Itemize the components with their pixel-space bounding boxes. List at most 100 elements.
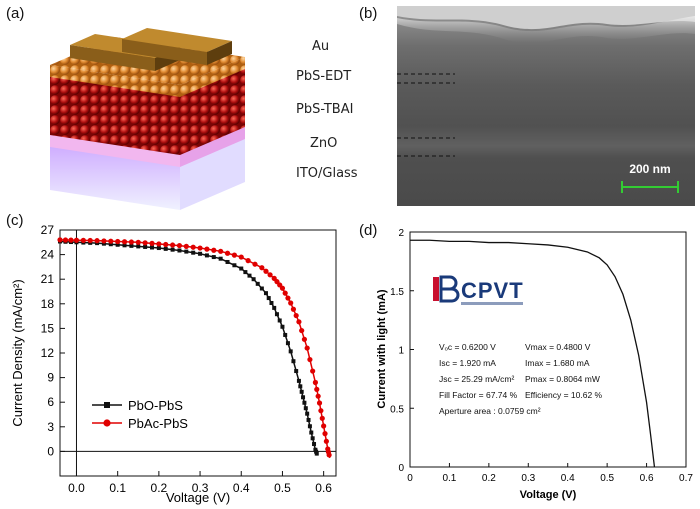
data-point [274, 312, 279, 317]
data-point [301, 395, 306, 400]
data-point [225, 259, 230, 264]
data-point [259, 265, 265, 271]
data-point [326, 452, 332, 458]
data-point [115, 238, 121, 245]
data-point [303, 406, 308, 411]
x-tick-label: 0.0 [68, 481, 85, 495]
data-point [238, 254, 244, 260]
data-point [263, 268, 269, 274]
x-tick-label: 0.5 [274, 481, 291, 495]
data-point [272, 305, 277, 310]
device-structure-illustration [50, 28, 245, 210]
data-point [62, 237, 69, 243]
data-point [280, 324, 285, 329]
data-point [282, 290, 288, 296]
data-point [298, 384, 303, 389]
data-point [266, 296, 271, 301]
y-tick-label: 1 [398, 346, 404, 357]
data-point [294, 369, 299, 374]
data-point [143, 244, 148, 249]
data-point [243, 270, 248, 275]
data-point [247, 273, 252, 278]
y-tick-label: 24 [41, 248, 55, 262]
param-fill-factor: Fill Factor = 67.74 % [439, 390, 518, 400]
data-point [310, 436, 315, 441]
data-point [314, 386, 320, 392]
x-tick-label: 0.6 [315, 481, 332, 495]
data-point [136, 244, 141, 249]
y-axis-label: Current with light (mA) [376, 289, 388, 408]
data-point [299, 327, 305, 334]
data-point [142, 240, 148, 246]
data-point [204, 253, 209, 258]
x-tick-label: 0.1 [109, 481, 126, 495]
data-point [101, 238, 107, 244]
layer-label-pbs-tbai: PbS-TBAI [296, 102, 354, 117]
layer-label-au: Au [312, 39, 330, 54]
data-point [267, 272, 273, 278]
data-point [156, 241, 162, 247]
data-point [293, 312, 299, 319]
x-tick-label: 0.2 [482, 473, 496, 484]
legend-label-pbac-pbs: PbAc-PbS [128, 416, 188, 431]
data-point [245, 258, 251, 264]
data-point [94, 238, 100, 244]
param-pmax: Pmax = 0.8064 mW [525, 374, 600, 384]
data-point [306, 417, 311, 422]
sem-cross-section-image: 200 nm [397, 6, 695, 206]
data-point [307, 356, 313, 363]
data-point [149, 240, 155, 246]
data-point [204, 246, 210, 252]
data-point [183, 243, 189, 249]
data-point [315, 393, 321, 399]
scale-bar-label: 200 nm [629, 162, 670, 176]
data-point [191, 250, 196, 255]
data-point [323, 438, 329, 444]
data-point [288, 349, 293, 354]
param-voc: Vₒc = 0.6200 V [439, 342, 496, 352]
data-point [135, 239, 141, 245]
data-point [252, 261, 258, 267]
param-vmax: Vmax = 0.4800 V [525, 342, 591, 352]
data-point [301, 336, 308, 342]
data-point [285, 341, 290, 346]
data-point [307, 424, 312, 429]
data-point [156, 246, 161, 251]
data-point [231, 252, 237, 258]
data-point [304, 345, 310, 351]
data-point [121, 239, 128, 245]
x-tick-label: 0.3 [192, 481, 209, 495]
data-point [224, 250, 231, 256]
data-point [305, 411, 310, 416]
data-point [163, 241, 169, 248]
data-point [129, 243, 134, 248]
data-point [211, 255, 216, 260]
data-point [321, 423, 327, 429]
data-point [73, 237, 80, 243]
iv-curve [410, 239, 656, 468]
cpvt-logo: CPVT [433, 275, 524, 305]
data-point [290, 306, 297, 312]
x-tick-label: 0.5 [600, 473, 614, 484]
y-tick-label: 21 [41, 272, 55, 286]
panel-c-label: (c) [6, 212, 24, 229]
data-point [277, 318, 282, 323]
cpvt-logo-text: CPVT [461, 278, 524, 303]
y-tick-label: 18 [41, 297, 55, 311]
data-point [259, 286, 264, 291]
data-point [269, 300, 274, 305]
data-point [319, 415, 325, 421]
data-point [239, 266, 244, 271]
data-point [288, 300, 294, 306]
layer-label-ito-glass: ITO/Glass [296, 166, 358, 181]
param-efficiency: Efficiency = 10.62 % [525, 390, 603, 400]
data-point [291, 359, 296, 364]
data-point [310, 368, 316, 374]
y-axis-label: Current Density (mA/cm²) [10, 279, 25, 426]
x-tick-label: 0.4 [561, 473, 575, 484]
x-tick-label: 0.3 [521, 473, 535, 484]
data-point [170, 247, 175, 252]
param-imax: Imax = 1.680 mA [525, 358, 590, 368]
layer-label-pbs-edt: PbS-EDT [296, 69, 352, 84]
certified-iv-chart: 0 0.1 0.2 0.3 0.4 0.5 0.6 0.7 0 0.5 1 1.5 2 CPVT Vₒc… [376, 228, 693, 501]
